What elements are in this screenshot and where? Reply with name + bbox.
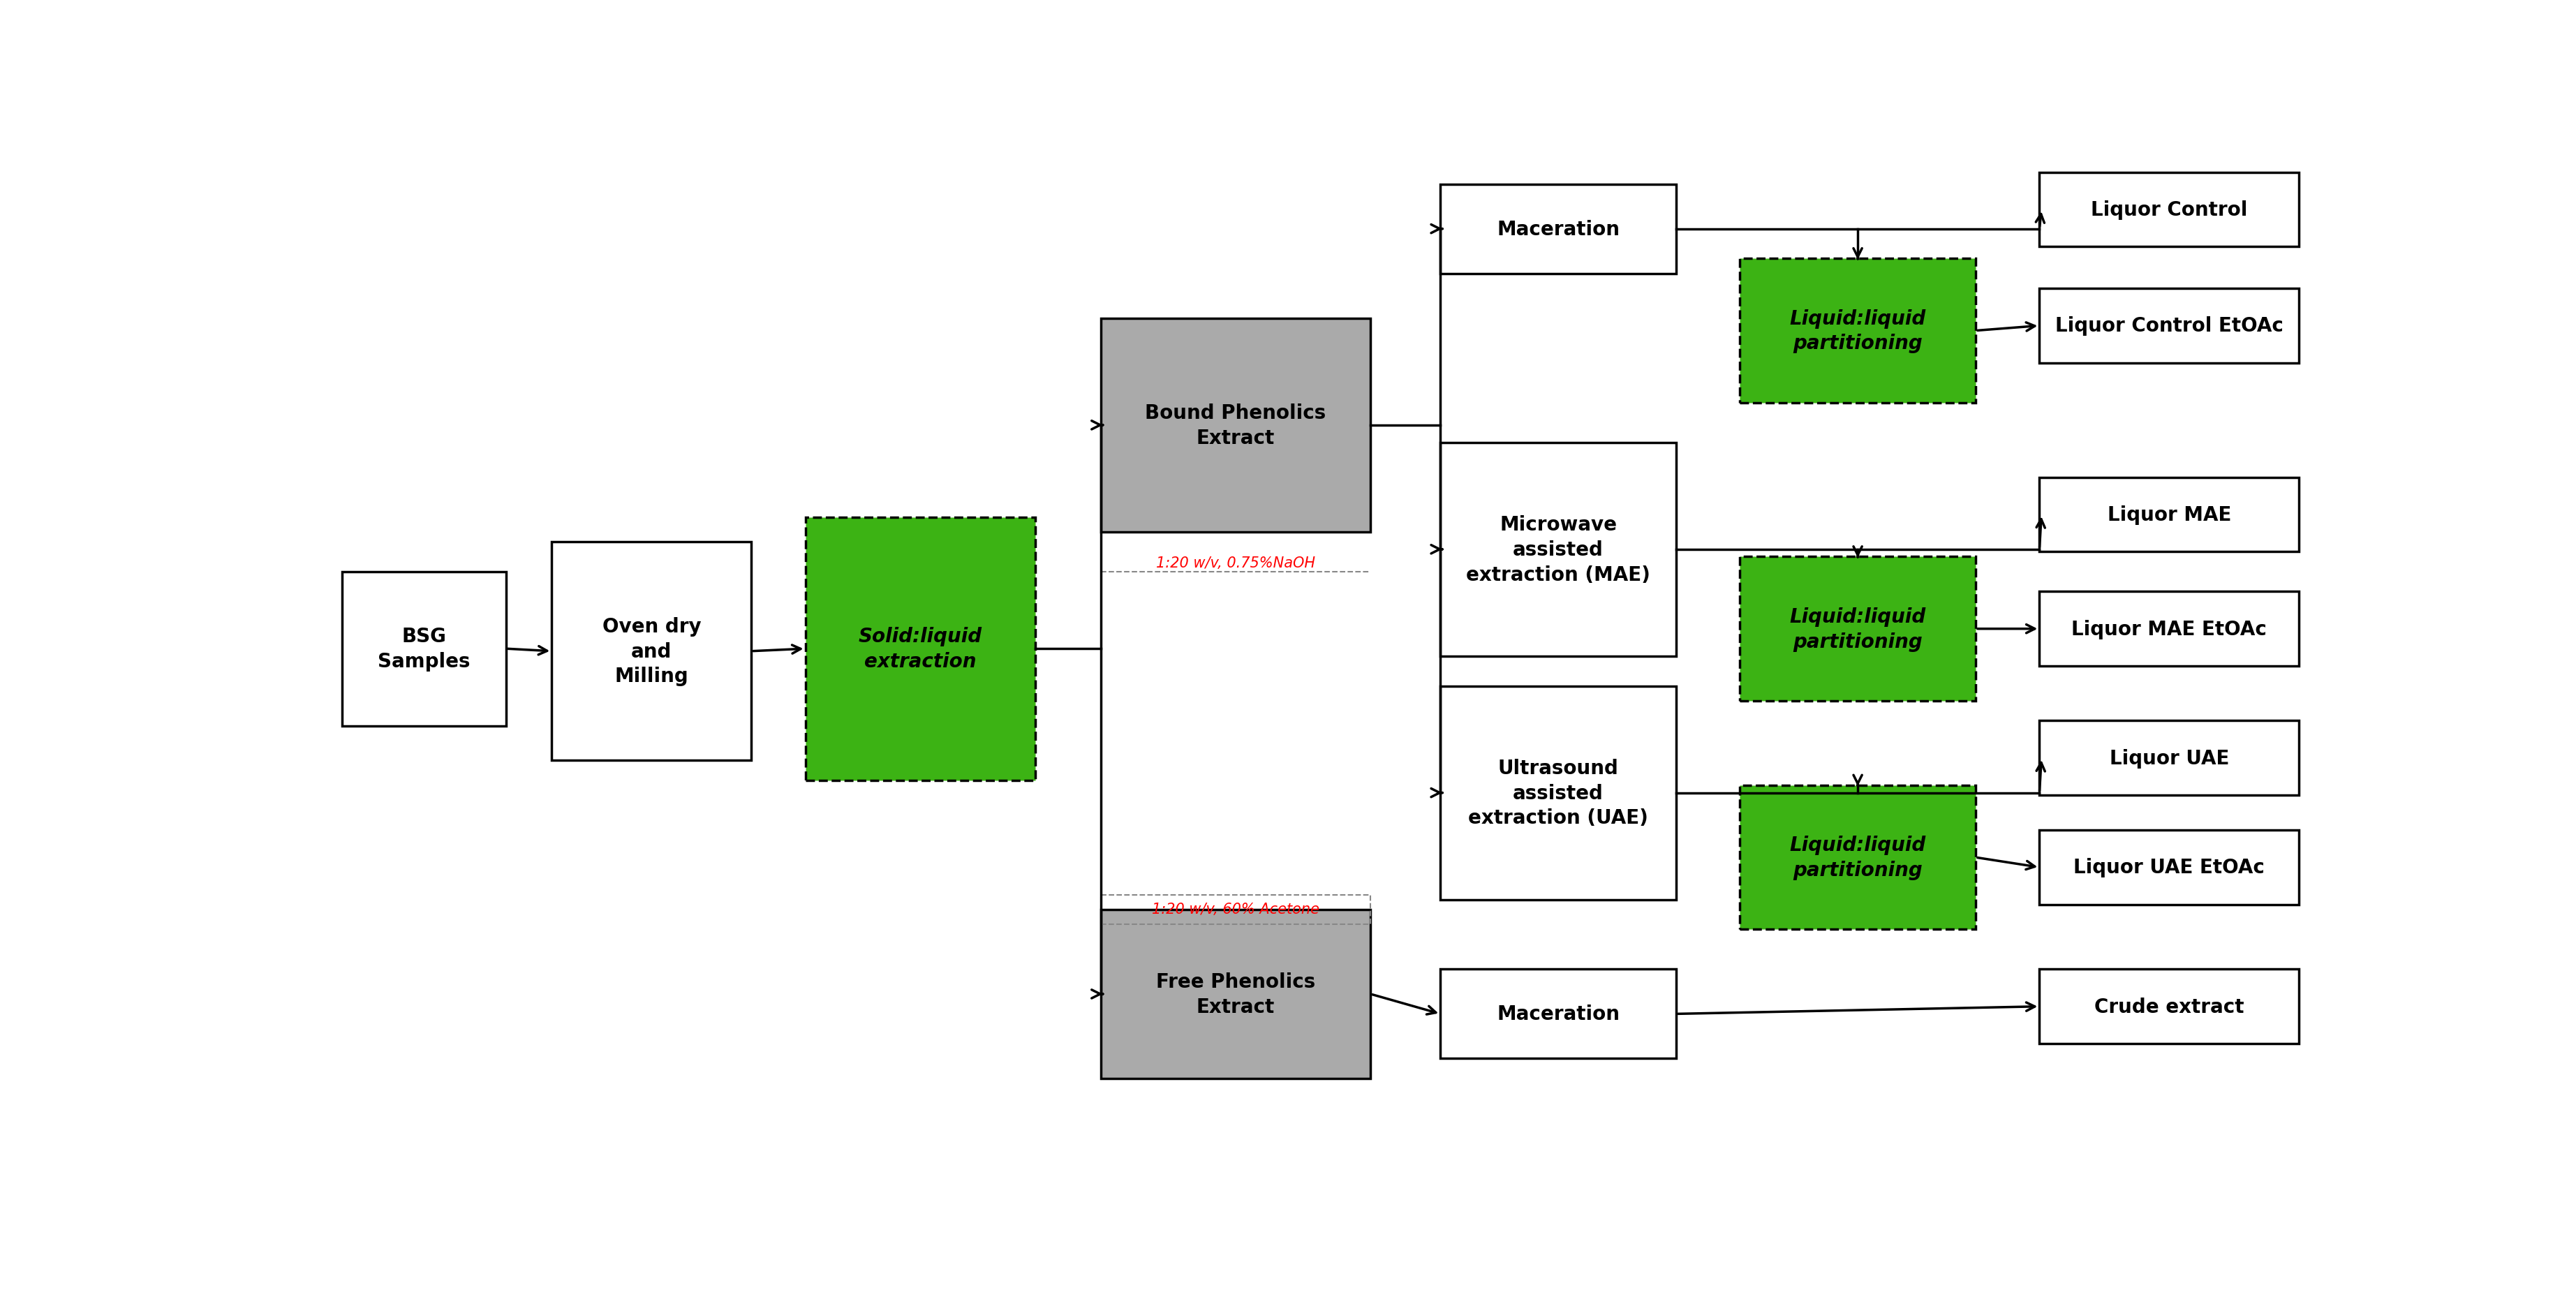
FancyBboxPatch shape	[1100, 909, 1370, 1078]
Text: Maceration: Maceration	[1497, 219, 1620, 239]
Text: Ultrasound
assisted
extraction (UAE): Ultrasound assisted extraction (UAE)	[1468, 759, 1649, 828]
FancyBboxPatch shape	[1739, 786, 1976, 930]
FancyBboxPatch shape	[2038, 289, 2298, 364]
FancyBboxPatch shape	[2038, 721, 2298, 796]
Text: Liquor MAE: Liquor MAE	[2107, 506, 2231, 525]
FancyBboxPatch shape	[1440, 442, 1674, 657]
FancyBboxPatch shape	[1100, 319, 1370, 533]
Text: Liquor Control: Liquor Control	[2089, 200, 2246, 219]
FancyBboxPatch shape	[806, 517, 1036, 780]
FancyBboxPatch shape	[2038, 592, 2298, 667]
Text: Liquor MAE EtOAc: Liquor MAE EtOAc	[2071, 619, 2267, 639]
Text: BSG
Samples: BSG Samples	[379, 627, 469, 671]
FancyBboxPatch shape	[1739, 259, 1976, 402]
Text: 1:20 w/v, 60% Acetone: 1:20 w/v, 60% Acetone	[1151, 902, 1319, 916]
FancyBboxPatch shape	[2038, 831, 2298, 904]
FancyBboxPatch shape	[2038, 969, 2298, 1044]
Text: Microwave
assisted
extraction (MAE): Microwave assisted extraction (MAE)	[1466, 515, 1649, 584]
Text: Solid:liquid
extraction: Solid:liquid extraction	[858, 627, 981, 671]
FancyBboxPatch shape	[2038, 173, 2298, 248]
Text: Bound Phenolics
Extract: Bound Phenolics Extract	[1144, 404, 1327, 448]
Text: Liquid:liquid
partitioning: Liquid:liquid partitioning	[1790, 836, 1924, 880]
FancyBboxPatch shape	[2038, 477, 2298, 552]
FancyBboxPatch shape	[1440, 686, 1674, 900]
Text: Liquor UAE EtOAc: Liquor UAE EtOAc	[2074, 858, 2264, 877]
Text: Free Phenolics
Extract: Free Phenolics Extract	[1157, 971, 1314, 1017]
FancyBboxPatch shape	[343, 571, 505, 726]
Text: Liquid:liquid
partitioning: Liquid:liquid partitioning	[1790, 308, 1924, 353]
FancyBboxPatch shape	[1739, 557, 1976, 702]
Text: Oven dry
and
Milling: Oven dry and Milling	[603, 617, 701, 686]
FancyBboxPatch shape	[1440, 969, 1674, 1059]
Text: 1:20 w/v, 0.75%NaOH: 1:20 w/v, 0.75%NaOH	[1157, 556, 1314, 570]
Text: Crude extract: Crude extract	[2094, 997, 2244, 1017]
Text: Liquid:liquid
partitioning: Liquid:liquid partitioning	[1790, 606, 1924, 651]
FancyBboxPatch shape	[551, 542, 752, 761]
Text: Liquor UAE: Liquor UAE	[2110, 748, 2228, 768]
Text: Maceration: Maceration	[1497, 1004, 1620, 1024]
Text: Liquor Control EtOAc: Liquor Control EtOAc	[2056, 316, 2282, 335]
FancyBboxPatch shape	[1440, 184, 1674, 273]
